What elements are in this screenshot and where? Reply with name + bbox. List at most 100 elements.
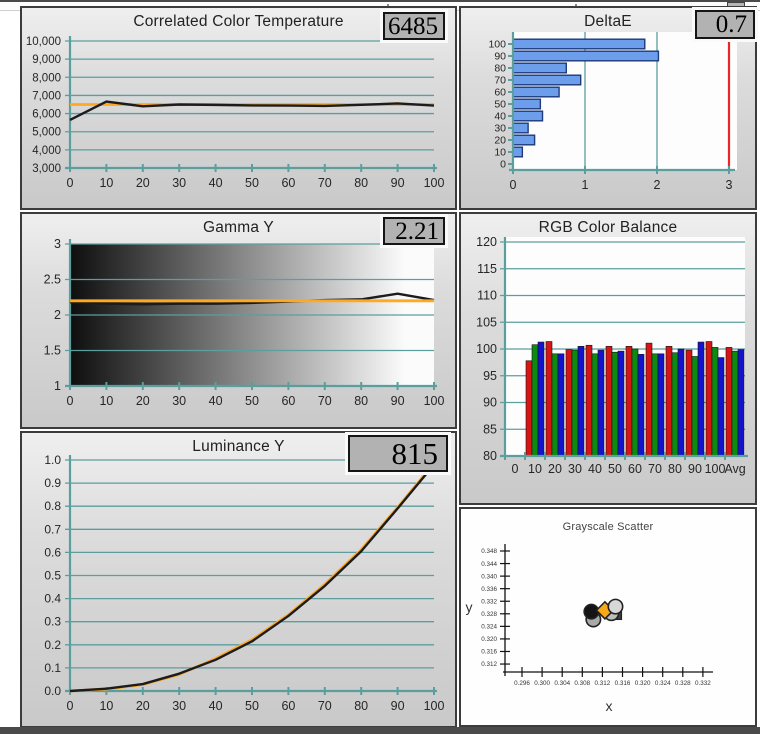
svg-text:85: 85 <box>483 422 497 436</box>
svg-text:Avg: Avg <box>724 462 745 476</box>
panel-title: Grayscale Scatter <box>562 521 654 533</box>
svg-text:10: 10 <box>99 699 113 713</box>
deltae-value-box: 0.7 <box>692 7 758 42</box>
svg-text:40: 40 <box>209 699 223 713</box>
svg-text:90: 90 <box>688 462 702 476</box>
svg-text:0.7: 0.7 <box>44 522 61 536</box>
svg-text:120: 120 <box>476 235 497 249</box>
svg-text:100: 100 <box>424 394 445 408</box>
svg-text:50: 50 <box>245 394 259 408</box>
svg-text:0.308: 0.308 <box>574 680 590 687</box>
svg-text:30: 30 <box>172 176 186 190</box>
panel-gamma-y: Gamma Y 1 1.5 2 2.5 3 0 10 20 30 40 50 60 70 80 90 100 … <box>20 212 457 429</box>
cct-value-box: 6485 <box>380 9 448 43</box>
svg-text:80: 80 <box>354 699 368 713</box>
panel-title: Luminance Y <box>192 438 285 455</box>
svg-text:20: 20 <box>136 176 150 190</box>
svg-text:70: 70 <box>318 176 332 190</box>
svg-text:90: 90 <box>391 699 405 713</box>
svg-text:60: 60 <box>281 699 295 713</box>
svg-text:10,000: 10,000 <box>26 36 61 48</box>
svg-text:110: 110 <box>477 289 497 303</box>
svg-text:0.324: 0.324 <box>481 624 497 631</box>
svg-text:10: 10 <box>99 394 113 408</box>
svg-text:0.320: 0.320 <box>635 680 651 687</box>
svg-text:0: 0 <box>500 159 506 171</box>
svg-text:3: 3 <box>726 178 733 192</box>
svg-text:20: 20 <box>136 394 150 408</box>
svg-text:0: 0 <box>67 699 74 713</box>
svg-text:100: 100 <box>488 39 506 51</box>
svg-text:40: 40 <box>494 111 506 123</box>
svg-text:90: 90 <box>391 176 405 190</box>
svg-text:90: 90 <box>483 396 497 410</box>
panel-grayscale-scatter: Grayscale Scatter 0.312 0.316 0.320 0.324 0.… <box>459 507 757 727</box>
panel-title: Correlated Color Temperature <box>133 13 344 30</box>
svg-text:4,000: 4,000 <box>32 145 61 157</box>
svg-text:60: 60 <box>494 87 506 99</box>
svg-text:0.300: 0.300 <box>534 680 550 687</box>
luminance-line-chart: 0.0 0.1 0.2 0.3 0.4 0.5 0.6 0.7 0.8 0.9 1.0 0 10 20 30… <box>44 453 444 713</box>
svg-text:2.5: 2.5 <box>44 273 61 287</box>
luminance-value-box: 815 <box>345 432 451 475</box>
svg-text:0: 0 <box>67 394 74 408</box>
svg-text:0.304: 0.304 <box>554 680 570 687</box>
svg-text:80: 80 <box>494 63 506 75</box>
svg-text:0.336: 0.336 <box>481 586 497 593</box>
svg-text:30: 30 <box>172 394 186 408</box>
bottom-border-bar <box>0 727 760 734</box>
svg-text:9,000: 9,000 <box>32 54 61 66</box>
svg-text:0: 0 <box>510 178 517 192</box>
svg-text:0.344: 0.344 <box>481 561 497 568</box>
svg-text:8,000: 8,000 <box>32 72 61 84</box>
svg-text:0.348: 0.348 <box>481 548 497 555</box>
svg-text:40: 40 <box>588 462 602 476</box>
panel-deltae: DeltaE 100 90 80 70 60 50 40 30 20 10 0 0 1 2 3 0.7 <box>459 6 758 210</box>
svg-text:0.8: 0.8 <box>44 499 61 513</box>
svg-text:2: 2 <box>654 178 661 192</box>
svg-text:60: 60 <box>628 462 642 476</box>
svg-text:30: 30 <box>568 462 582 476</box>
svg-text:1.0: 1.0 <box>44 453 61 467</box>
svg-text:0.316: 0.316 <box>615 680 631 687</box>
svg-text:1: 1 <box>54 379 61 393</box>
svg-text:100: 100 <box>476 342 497 356</box>
svg-text:x: x <box>606 698 613 714</box>
panel-title: RGB Color Balance <box>538 219 678 236</box>
svg-text:1: 1 <box>582 178 589 192</box>
svg-text:3,000: 3,000 <box>32 163 61 175</box>
svg-text:0.340: 0.340 <box>481 573 497 580</box>
svg-text:7,000: 7,000 <box>32 90 61 102</box>
svg-text:70: 70 <box>494 75 506 87</box>
svg-text:10: 10 <box>528 462 542 476</box>
svg-text:105: 105 <box>476 315 497 329</box>
svg-text:0.6: 0.6 <box>44 545 61 559</box>
svg-text:0.1: 0.1 <box>44 661 61 675</box>
svg-text:30: 30 <box>494 123 506 135</box>
svg-text:10: 10 <box>99 176 113 190</box>
panel-title: Gamma Y <box>203 219 274 236</box>
svg-text:0.3: 0.3 <box>44 615 61 629</box>
svg-text:40: 40 <box>209 394 223 408</box>
grayscale-scatter-chart: 0.312 0.316 0.320 0.324 0.328 0.332 0.336 0.340… <box>466 544 713 714</box>
svg-text:70: 70 <box>318 699 332 713</box>
svg-text:10: 10 <box>494 147 506 159</box>
panel-correlated-color-temperature: Correlated Color Temperature 3,000 4,000 5… <box>20 6 457 210</box>
gamma-value-box: 2.21 <box>380 214 448 248</box>
svg-text:20: 20 <box>494 135 506 147</box>
svg-text:2: 2 <box>54 308 61 322</box>
svg-text:3: 3 <box>54 237 61 251</box>
svg-text:100: 100 <box>424 176 445 190</box>
svg-text:0.312: 0.312 <box>481 661 497 668</box>
svg-text:30: 30 <box>172 699 186 713</box>
svg-text:6,000: 6,000 <box>32 109 61 121</box>
svg-text:80: 80 <box>668 462 682 476</box>
panel-rgb-color-balance: RGB Color Balance 80 85 90 95 100 105 110 115 12… <box>459 212 757 505</box>
svg-text:95: 95 <box>483 369 497 383</box>
svg-text:0.4: 0.4 <box>44 592 61 606</box>
gamma-line-chart: 11.522.530 10 20 30 40 50 60 70 80 90 100 <box>44 237 445 408</box>
svg-text:0.328: 0.328 <box>481 611 497 618</box>
svg-text:0.332: 0.332 <box>695 680 711 687</box>
svg-text:70: 70 <box>648 462 662 476</box>
